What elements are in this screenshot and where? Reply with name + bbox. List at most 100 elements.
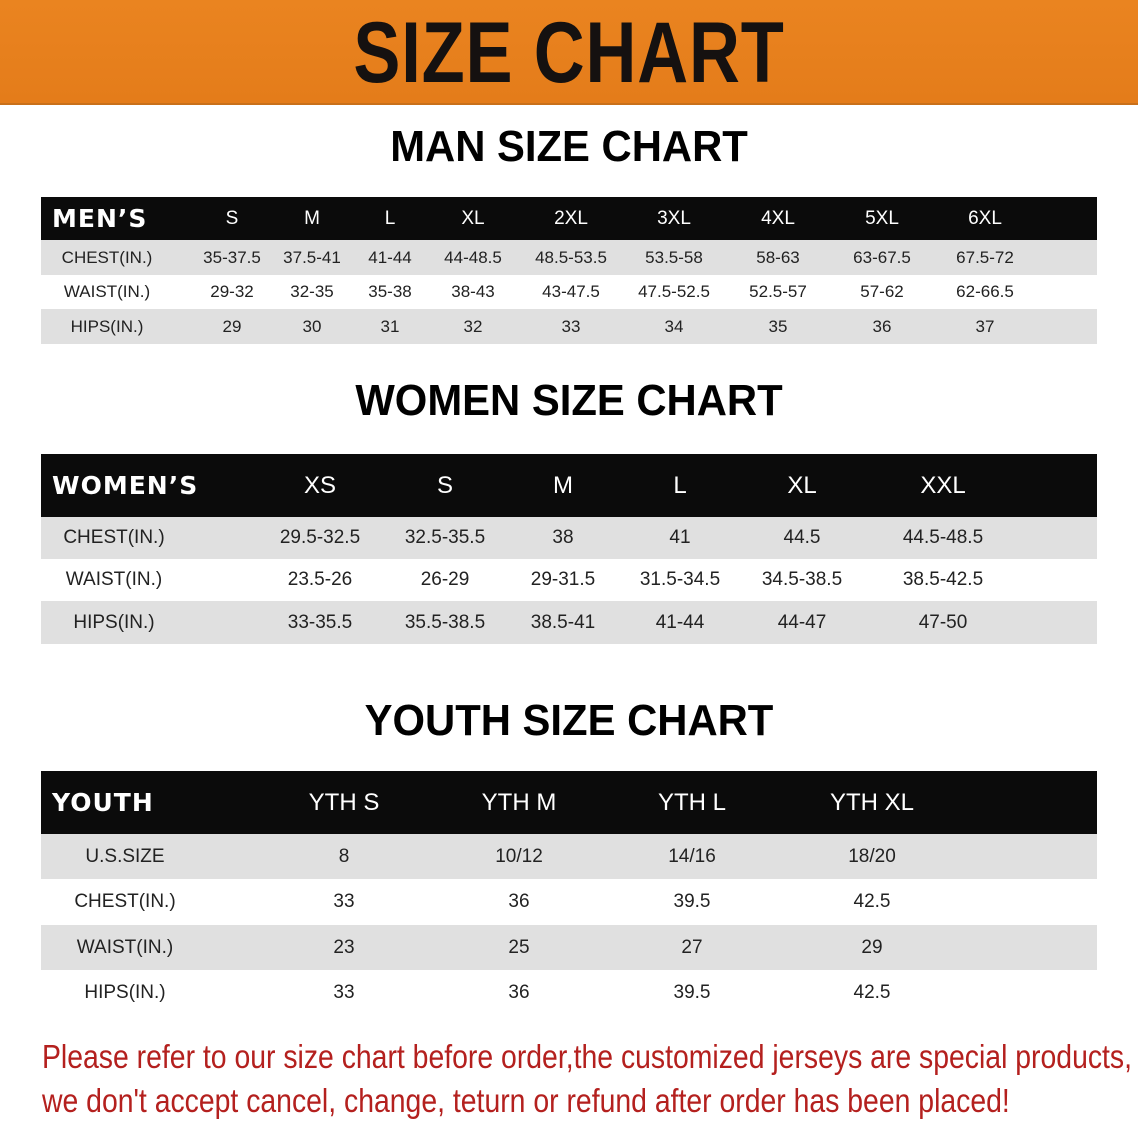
row-label: CHEST(IN.): [63, 527, 165, 548]
table-cell: 8: [338, 846, 350, 867]
men-header-row: MEN’S S M L XL 2XL 3XL 4XL 5XL 6XL: [41, 197, 1097, 240]
table-cell: 25: [508, 937, 530, 958]
table-cell: 62-66.5: [956, 282, 1014, 301]
notice-line-1: Please refer to our size chart before or…: [42, 1038, 1133, 1075]
women-size-table: WOMEN’S XS S M L XL XXL CHEST(IN.) 29.5-32.5 32.5…: [41, 454, 1097, 644]
table-cell: 34.5-38.5: [761, 569, 843, 590]
table-cell: 47.5-52.5: [638, 282, 710, 301]
size-header: M: [304, 208, 320, 229]
row-label: WAIST(IN.): [63, 282, 151, 301]
size-header: L: [384, 208, 396, 229]
size-header: YTH L: [657, 789, 727, 816]
men-size-table: MEN’S S M L XL 2XL 3XL 4XL 5XL 6XL CHEST(IN.) 35-37…: [41, 197, 1097, 344]
table-cell: 44.5-48.5: [902, 527, 984, 548]
table-row: CHEST(IN.) 29.5-32.5 32.5-35.5 38 41 44.5 44.5…: [41, 517, 1097, 559]
size-header: 5XL: [865, 208, 899, 229]
table-cell: 47-50: [918, 612, 968, 633]
table-cell: 33: [561, 317, 581, 336]
table-row: U.S.SIZE 8 10/12 14/16 18/20: [41, 834, 1097, 879]
table-cell: 27: [681, 937, 703, 958]
table-cell: 57-62: [860, 282, 904, 301]
table-cell: 58-63: [756, 248, 800, 267]
table-row: WAIST(IN.) 23.5-26 26-29 29-31.5 31.5-34.5 34…: [41, 559, 1097, 601]
table-cell: 14/16: [668, 846, 716, 867]
table-cell: 31: [380, 317, 400, 336]
table-cell: 35-38: [368, 282, 412, 301]
banner: SIZE CHART: [0, 0, 1138, 105]
size-header: M: [553, 472, 573, 499]
table-cell: 35: [768, 317, 788, 336]
table-cell: 52.5-57: [749, 282, 807, 301]
table-cell: 36: [508, 891, 530, 912]
banner-title: SIZE CHART: [353, 5, 785, 101]
size-header: XL: [461, 208, 485, 229]
table-cell: 41-44: [655, 612, 705, 633]
size-header: 6XL: [968, 208, 1002, 229]
size-header: XXL: [920, 472, 966, 499]
table-cell: 32-35: [290, 282, 334, 301]
table-cell: 23: [333, 937, 355, 958]
youth-size-table: YOUTH YTH S YTH M YTH L YTH XL U.S.SIZE 8 10/12…: [41, 771, 1097, 1015]
table-cell: 29: [222, 317, 242, 336]
table-cell: 67.5-72: [956, 248, 1014, 267]
table-cell: 33-35.5: [287, 612, 353, 633]
table-cell: 34: [664, 317, 684, 336]
size-header: YTH XL: [829, 789, 915, 816]
table-cell: 29: [861, 937, 883, 958]
row-label: CHEST(IN.): [61, 248, 153, 267]
size-header: 3XL: [657, 208, 691, 229]
men-header-label: MEN’S: [52, 204, 148, 233]
table-row: WAIST(IN.) 23 25 27 29: [41, 925, 1097, 970]
youth-header-row: YOUTH YTH S YTH M YTH L YTH XL: [41, 771, 1097, 834]
youth-section-title: YOUTH SIZE CHART: [364, 696, 774, 745]
size-header: 2XL: [554, 208, 588, 229]
size-header: 4XL: [761, 208, 795, 229]
table-cell: 48.5-53.5: [535, 248, 607, 267]
table-cell: 32: [463, 317, 483, 336]
table-cell: 36: [508, 982, 530, 1003]
table-row: HIPS(IN.) 33 36 39.5 42.5: [41, 970, 1097, 1015]
table-cell: 31.5-34.5: [639, 569, 721, 590]
table-cell: 53.5-58: [645, 248, 703, 267]
table-cell: 35.5-38.5: [404, 612, 486, 633]
table-cell: 10/12: [495, 846, 543, 867]
row-label: HIPS(IN.): [84, 982, 166, 1003]
table-cell: 23.5-26: [287, 569, 353, 590]
row-label: HIPS(IN.): [70, 317, 144, 336]
table-cell: 44-48.5: [444, 248, 502, 267]
table-cell: 38-43: [451, 282, 495, 301]
table-cell: 18/20: [848, 846, 896, 867]
men-section-title: MAN SIZE CHART: [390, 122, 748, 171]
table-row: CHEST(IN.) 33 36 39.5 42.5: [41, 879, 1097, 925]
table-cell: 38: [552, 527, 574, 548]
women-section-title: WOMEN SIZE CHART: [355, 376, 783, 425]
notice-line-2: we don't accept cancel, change, teturn o…: [42, 1082, 1010, 1119]
table-cell: 36: [872, 317, 892, 336]
row-label: U.S.SIZE: [85, 846, 165, 867]
table-cell: 29.5-32.5: [279, 527, 361, 548]
table-cell: 35-37.5: [203, 248, 261, 267]
table-cell: 29-31.5: [530, 569, 596, 590]
table-cell: 37: [975, 317, 995, 336]
size-header: YTH M: [481, 789, 557, 816]
table-cell: 32.5-35.5: [404, 527, 486, 548]
table-row: HIPS(IN.) 33-35.5 35.5-38.5 38.5-41 41-44 44-…: [41, 601, 1097, 644]
table-cell: 37.5-41: [283, 248, 341, 267]
table-cell: 39.5: [673, 982, 711, 1003]
table-cell: 39.5: [673, 891, 711, 912]
table-row: CHEST(IN.) 35-37.5 37.5-41 41-44 44-48.5 48.5…: [41, 240, 1097, 275]
table-cell: 43-47.5: [542, 282, 600, 301]
size-header: YTH S: [308, 789, 380, 816]
table-cell: 63-67.5: [853, 248, 911, 267]
row-label: WAIST(IN.): [65, 569, 163, 590]
row-label: CHEST(IN.): [74, 891, 176, 912]
table-cell: 33: [333, 891, 355, 912]
women-header-label: WOMEN’S: [52, 471, 199, 500]
size-header: L: [673, 472, 687, 499]
table-row: HIPS(IN.) 29 30 31 32 33 34 35 36 37: [41, 309, 1097, 344]
row-label: WAIST(IN.): [76, 937, 174, 958]
youth-header-label: YOUTH: [52, 788, 154, 817]
table-cell: 41: [669, 527, 691, 548]
row-label: HIPS(IN.): [73, 612, 155, 633]
table-cell: 29-32: [210, 282, 254, 301]
